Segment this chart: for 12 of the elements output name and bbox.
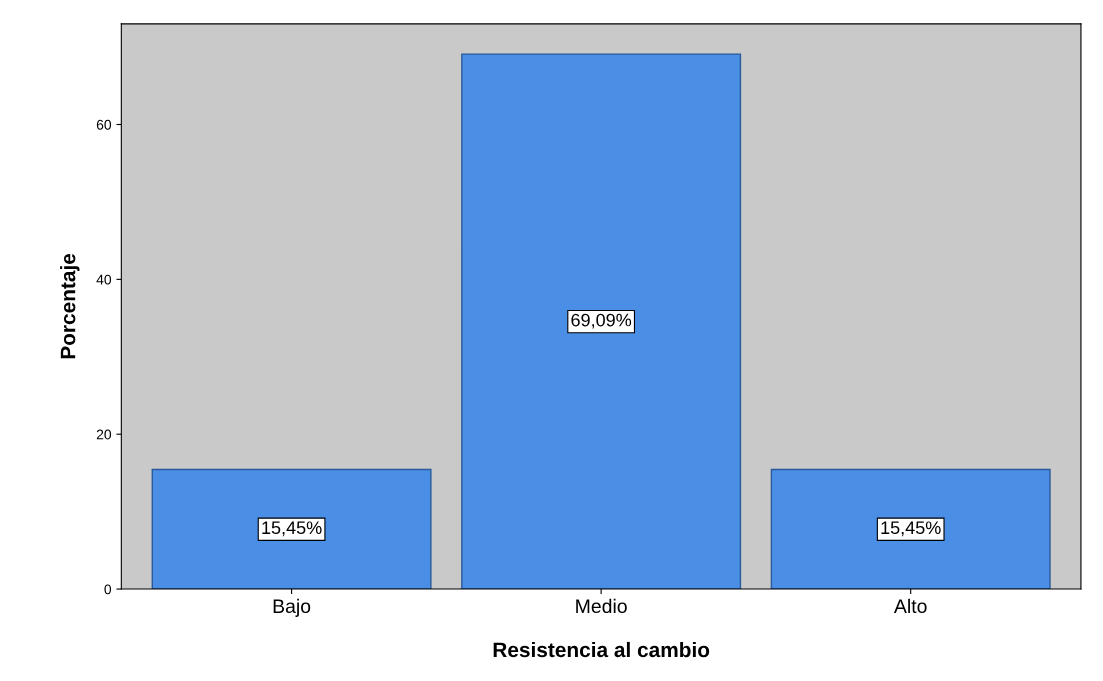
- x-tick-label: Alto: [893, 598, 927, 614]
- y-tick-label: 20: [96, 429, 112, 440]
- x-axis-title: Resistencia al cambio: [493, 641, 710, 658]
- data-label: 69,09%: [571, 313, 632, 329]
- y-tick-label: 60: [96, 119, 112, 130]
- y-tick-label: 40: [96, 274, 112, 285]
- x-tick-label: Bajo: [273, 598, 311, 617]
- data-label: 15,45%: [881, 521, 941, 537]
- data-label: 15,45%: [262, 521, 322, 537]
- x-tick-label: Medio: [576, 598, 627, 614]
- y-axis-title: Porcentaje: [60, 253, 80, 359]
- y-tick-label: 0: [104, 584, 112, 595]
